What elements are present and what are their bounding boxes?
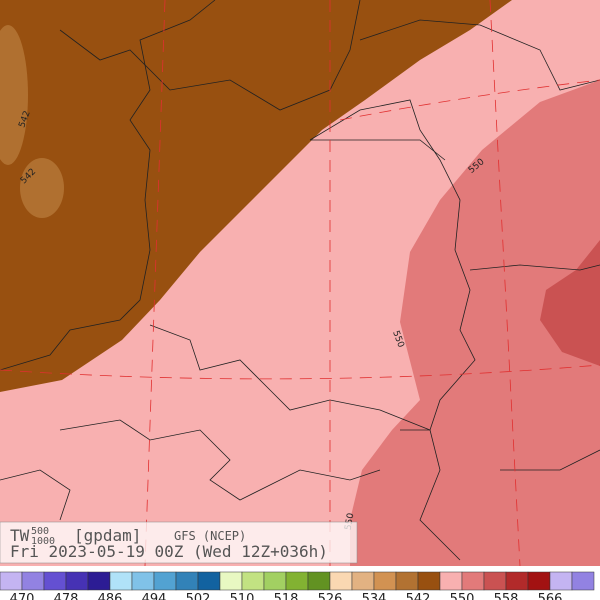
colorbar-label: 550 (450, 592, 475, 600)
colorbar-swatch (439, 571, 463, 591)
model: GFS (NCEP) (174, 529, 246, 543)
colorbar-swatch (65, 571, 89, 591)
colorbar-swatch (351, 571, 375, 591)
colorbar-swatch (307, 571, 331, 591)
header-box (0, 521, 358, 564)
colorbar-label: 470 (10, 592, 35, 600)
border-line (0, 0, 216, 371)
border-line (419, 429, 600, 561)
colorbar-swatch (131, 571, 155, 591)
light-brown-blob (20, 158, 64, 218)
variable: TW (10, 526, 30, 545)
border-line (469, 264, 600, 271)
border-line (309, 99, 476, 431)
lower-level: 1000 (31, 536, 55, 547)
colorbar-label: 566 (538, 592, 563, 600)
colorbar-label: 558 (494, 592, 519, 600)
colorbar-swatch (571, 571, 595, 591)
light-brown-blob (0, 25, 28, 165)
colorbar-swatch (505, 571, 529, 591)
colorbar-label: 486 (98, 592, 123, 600)
colorbar-swatch (373, 571, 397, 591)
borders (0, 0, 600, 561)
border-line (59, 419, 381, 501)
colorbar-swatch (527, 571, 551, 591)
colorbar-swatch (219, 571, 243, 591)
upper-level: 500 (31, 526, 49, 537)
colorbar-swatch (87, 571, 111, 591)
valid-time: Fri 2023-05-19 00Z (Wed 12Z+036h) (10, 542, 328, 561)
colorbar-label: 526 (318, 592, 343, 600)
colorbar-swatch (417, 571, 441, 591)
border-line (359, 19, 600, 91)
colorbar-swatch (153, 571, 177, 591)
colorbar-label: 534 (362, 592, 387, 600)
colorbar-label: 502 (186, 592, 211, 600)
colorbar-swatch (549, 571, 573, 591)
colorbar-swatch (263, 571, 287, 591)
colorbar-label: 518 (274, 592, 299, 600)
red-field (540, 240, 600, 366)
colorbar-swatch (483, 571, 507, 591)
graticule-line (339, 79, 600, 121)
colorbar-swatch (43, 571, 67, 591)
graticule (0, 0, 600, 567)
colorbar-label: 494 (142, 592, 167, 600)
colorbar-swatch (109, 571, 133, 591)
colorbar-swatch (285, 571, 309, 591)
salmon-field (350, 80, 600, 566)
graticule-line (0, 364, 600, 380)
border-line (149, 324, 431, 431)
colorbar: 470 478 486 494 502 510 518 526 534 542 550 558 566 (0, 571, 595, 600)
units: [gpdam] (74, 526, 141, 545)
colorbar-swatch (21, 571, 45, 591)
colorbar-swatch (461, 571, 485, 591)
colorbar-swatch (395, 571, 419, 591)
colorbar-swatch (175, 571, 199, 591)
border-line (310, 139, 446, 161)
colorbar-swatch (197, 571, 221, 591)
border-line (0, 469, 71, 521)
graticule-line (489, 0, 521, 567)
border-line (59, 0, 361, 111)
colorbar-label: 478 (54, 592, 79, 600)
colorbar-swatch (329, 571, 353, 591)
colorbar-swatch (241, 571, 265, 591)
graticule-line (144, 0, 166, 567)
colorbar-swatch (0, 571, 23, 591)
brown-field (0, 0, 512, 392)
colorbar-label: 510 (230, 592, 255, 600)
colorbar-label: 542 (406, 592, 431, 600)
